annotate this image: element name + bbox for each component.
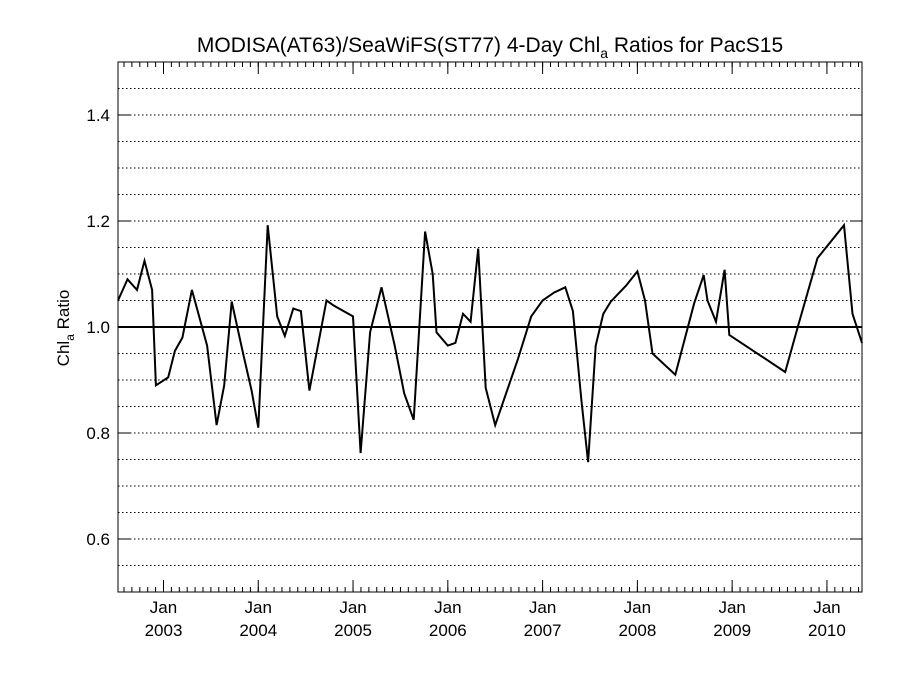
y-axis-label-subscript: a (63, 334, 77, 341)
x-tick-label-month: Jan (150, 598, 177, 617)
x-tick-label-year: 2010 (808, 621, 846, 640)
x-tick-label-month: Jan (529, 598, 556, 617)
chart-title: MODISA(AT63)/SeaWiFS(ST77) 4-Day Chla Ra… (197, 34, 783, 61)
series-line (117, 222, 863, 463)
y-axis-label-rest: Ratio (54, 290, 73, 334)
x-tick-label-year: 2003 (145, 621, 183, 640)
x-tick-label-month: Jan (624, 598, 651, 617)
x-tick-label-year: 2005 (334, 621, 372, 640)
gridlines (118, 88, 862, 566)
y-tick-label: 1.4 (86, 106, 110, 125)
x-tick-label-month: Jan (434, 598, 461, 617)
y-axis-ticks: 0.6 0.8 1.0 1.2 1.4 (86, 106, 862, 549)
y-tick-label: 1.0 (86, 318, 110, 337)
y-tick-label: 1.2 (86, 212, 110, 231)
x-tick-label-month: Jan (339, 598, 366, 617)
y-axis-label-main: Chl (54, 341, 73, 367)
series-layer (117, 222, 863, 463)
x-tick-label-year: 2007 (524, 621, 562, 640)
x-tick-label-month: Jan (718, 598, 745, 617)
x-tick-label-year: 2004 (239, 621, 277, 640)
x-tick-label-year: 2009 (713, 621, 751, 640)
x-axis-ticks: Jan 2003 Jan 2004 Jan 2005 Jan 2006 Jan 2007 Jan 20… (123, 62, 860, 640)
x-tick-label-month: Jan (813, 598, 840, 617)
chart-title-main: MODISA(AT63)/SeaWiFS(ST77) 4-Day Chl (197, 34, 600, 57)
x-tick-label-year: 2008 (618, 621, 656, 640)
x-tick-label-month: Jan (245, 598, 272, 617)
chart-title-subscript: a (600, 45, 608, 61)
y-tick-label: 0.8 (86, 424, 110, 443)
chart-title-rest: Ratios for PacS15 (608, 34, 783, 57)
y-tick-label: 0.6 (86, 530, 110, 549)
y-axis-label: Chla Ratio (54, 290, 77, 367)
x-tick-label-year: 2006 (429, 621, 467, 640)
